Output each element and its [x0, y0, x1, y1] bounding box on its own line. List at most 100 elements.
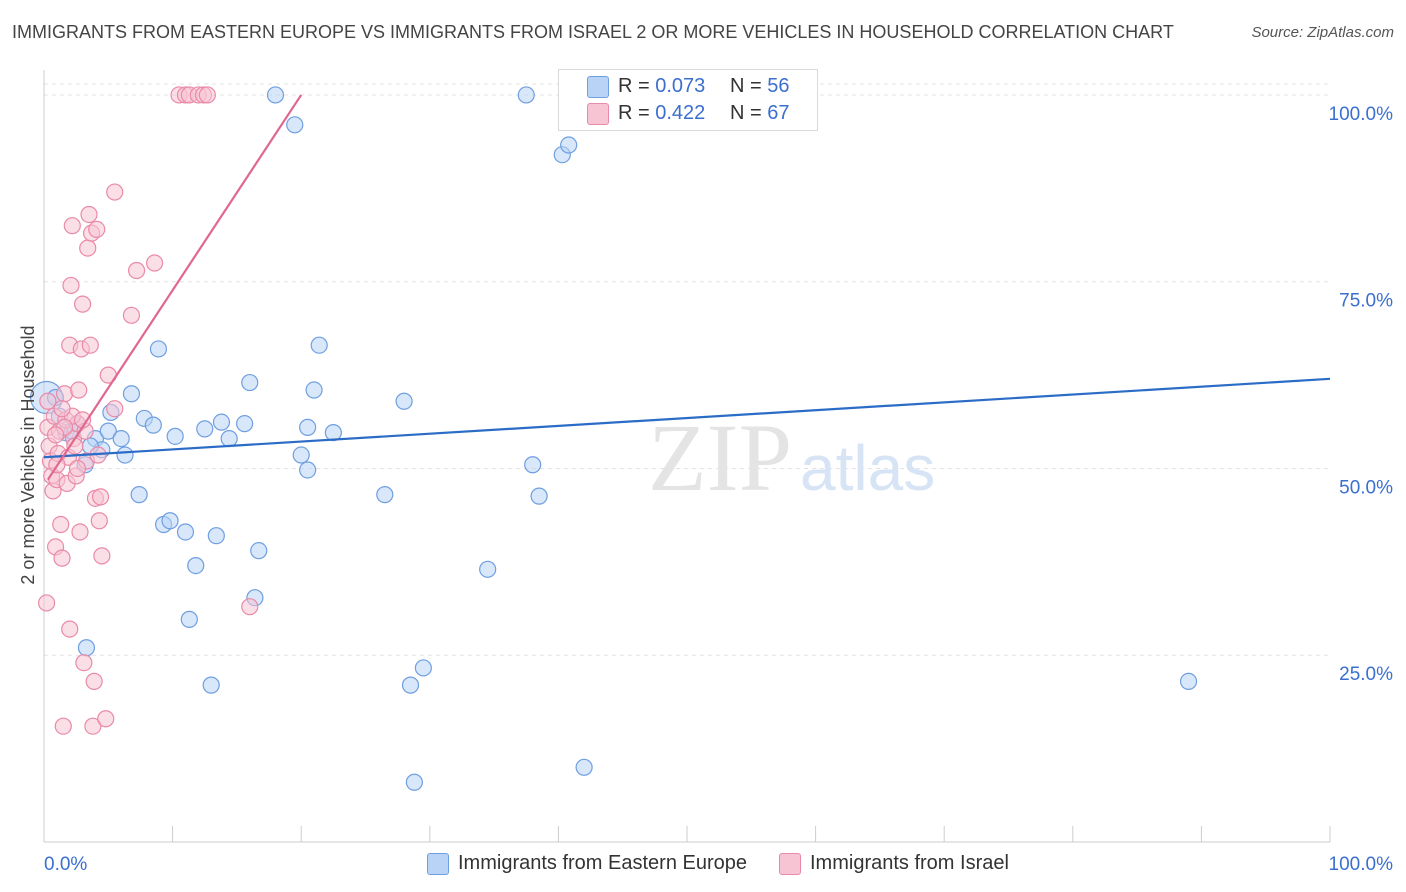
point-blue-31 [250, 542, 268, 560]
watermark-zip: ZIP [648, 404, 792, 511]
point-pink-52 [145, 254, 164, 272]
point-blue-45 [479, 560, 497, 578]
point-blue-15 [144, 416, 162, 434]
point-pink-0 [37, 594, 56, 612]
data-points [29, 86, 1198, 791]
point-pink-59 [241, 598, 259, 616]
point-pink-13 [53, 549, 71, 567]
point-blue-34 [292, 446, 310, 464]
point-pink-49 [106, 183, 124, 201]
point-blue-29 [241, 373, 259, 392]
point-blue-16 [149, 340, 168, 358]
n-value: 56 [767, 75, 790, 97]
point-blue-37 [305, 381, 323, 399]
point-pink-19 [61, 620, 79, 638]
point-pink-39 [85, 672, 103, 690]
point-pink-21 [62, 276, 80, 295]
point-blue-20 [176, 523, 195, 541]
point-pink-12 [52, 515, 70, 534]
legend-swatch-blue [587, 76, 609, 98]
point-pink-58 [198, 86, 216, 104]
point-blue-8 [99, 422, 117, 440]
grid-lines [44, 83, 1330, 656]
point-pink-41 [88, 220, 106, 239]
point-pink-66 [53, 400, 71, 418]
r-value: 0.422 [655, 102, 706, 124]
trend-lines [43, 94, 1331, 481]
point-blue-28 [236, 415, 254, 433]
x-tick-label-1: 100.0% [1329, 854, 1394, 875]
point-pink-46 [97, 710, 115, 728]
point-blue-35 [299, 461, 317, 479]
legend-n-row-1: N = 56 [730, 75, 790, 98]
point-blue-26 [212, 413, 231, 431]
y-tick-label-1: 50.0% [1339, 477, 1393, 498]
point-pink-48 [106, 400, 124, 418]
point-blue-40 [376, 486, 394, 504]
legend-stat-row-1: R = 0.073 [618, 75, 705, 98]
point-blue-19 [166, 427, 184, 445]
point-pink-38 [84, 717, 102, 735]
bottom-legend-swatch-blue [427, 853, 449, 875]
point-pink-35 [80, 205, 98, 224]
r-value: 0.073 [655, 75, 706, 97]
point-blue-10 [112, 429, 130, 448]
point-pink-51 [127, 261, 146, 280]
point-pink-43 [90, 512, 108, 530]
point-blue-47 [524, 456, 542, 474]
point-pink-64 [46, 426, 65, 444]
legend-stat-row-2: R = 0.422 [618, 102, 705, 125]
chart-title: IMMIGRANTS FROM EASTERN EUROPE VS IMMIGR… [12, 22, 1174, 42]
tick-labels: 25.0% 50.0% 75.0% 100.0% 0.0% 100.0% [44, 104, 1393, 875]
point-pink-36 [81, 336, 99, 354]
point-blue-11 [116, 446, 134, 464]
point-pink-63 [68, 459, 87, 478]
point-pink-22 [63, 217, 81, 235]
y-tick-label-2: 75.0% [1339, 291, 1393, 312]
point-pink-28 [71, 523, 89, 541]
point-pink-27 [70, 381, 88, 399]
r-label: R = [618, 102, 650, 124]
point-pink-1 [39, 392, 57, 410]
legend-swatch-pink [587, 103, 609, 125]
n-value: 67 [767, 102, 790, 124]
point-pink-31 [75, 654, 93, 672]
watermark-atlas: atlas [800, 432, 935, 504]
source-label: Source: ZipAtlas.com [1251, 24, 1394, 41]
point-pink-44 [91, 488, 110, 506]
point-blue-22 [187, 556, 205, 575]
y-tick-label-3: 100.0% [1329, 104, 1394, 125]
point-blue-21 [180, 610, 198, 628]
point-blue-52 [1179, 672, 1198, 690]
point-blue-42 [401, 676, 420, 694]
trend-line-pink [46, 94, 303, 481]
point-blue-46 [517, 86, 535, 104]
bottom-legend-label-blue: Immigrants from Eastern Europe [458, 852, 747, 874]
point-blue-36 [299, 418, 317, 436]
point-blue-5 [77, 639, 96, 657]
r-label: R = [618, 75, 650, 97]
point-blue-33 [286, 116, 304, 134]
legend-n-row-2: N = 67 [730, 102, 790, 125]
point-blue-25 [207, 527, 225, 545]
x-tick-label-0: 0.0% [44, 854, 87, 875]
point-blue-18 [161, 512, 179, 530]
point-blue-41 [395, 392, 413, 410]
point-blue-27 [220, 429, 238, 448]
y-tick-label-0: 25.0% [1339, 664, 1393, 685]
point-blue-38 [310, 336, 328, 354]
n-label: N = [730, 75, 762, 97]
point-pink-50 [122, 306, 141, 324]
point-blue-13 [130, 486, 148, 504]
bottom-legend-label-pink: Immigrants from Israel [810, 852, 1009, 874]
point-blue-12 [122, 385, 141, 403]
point-blue-43 [405, 773, 423, 791]
point-blue-24 [202, 676, 220, 694]
point-pink-34 [79, 239, 97, 257]
y-axis-label: 2 or more Vehicles in Household [18, 325, 38, 584]
point-blue-48 [530, 487, 548, 505]
trend-line-blue [43, 377, 1331, 459]
point-pink-14 [54, 717, 72, 735]
point-blue-51 [575, 758, 593, 776]
